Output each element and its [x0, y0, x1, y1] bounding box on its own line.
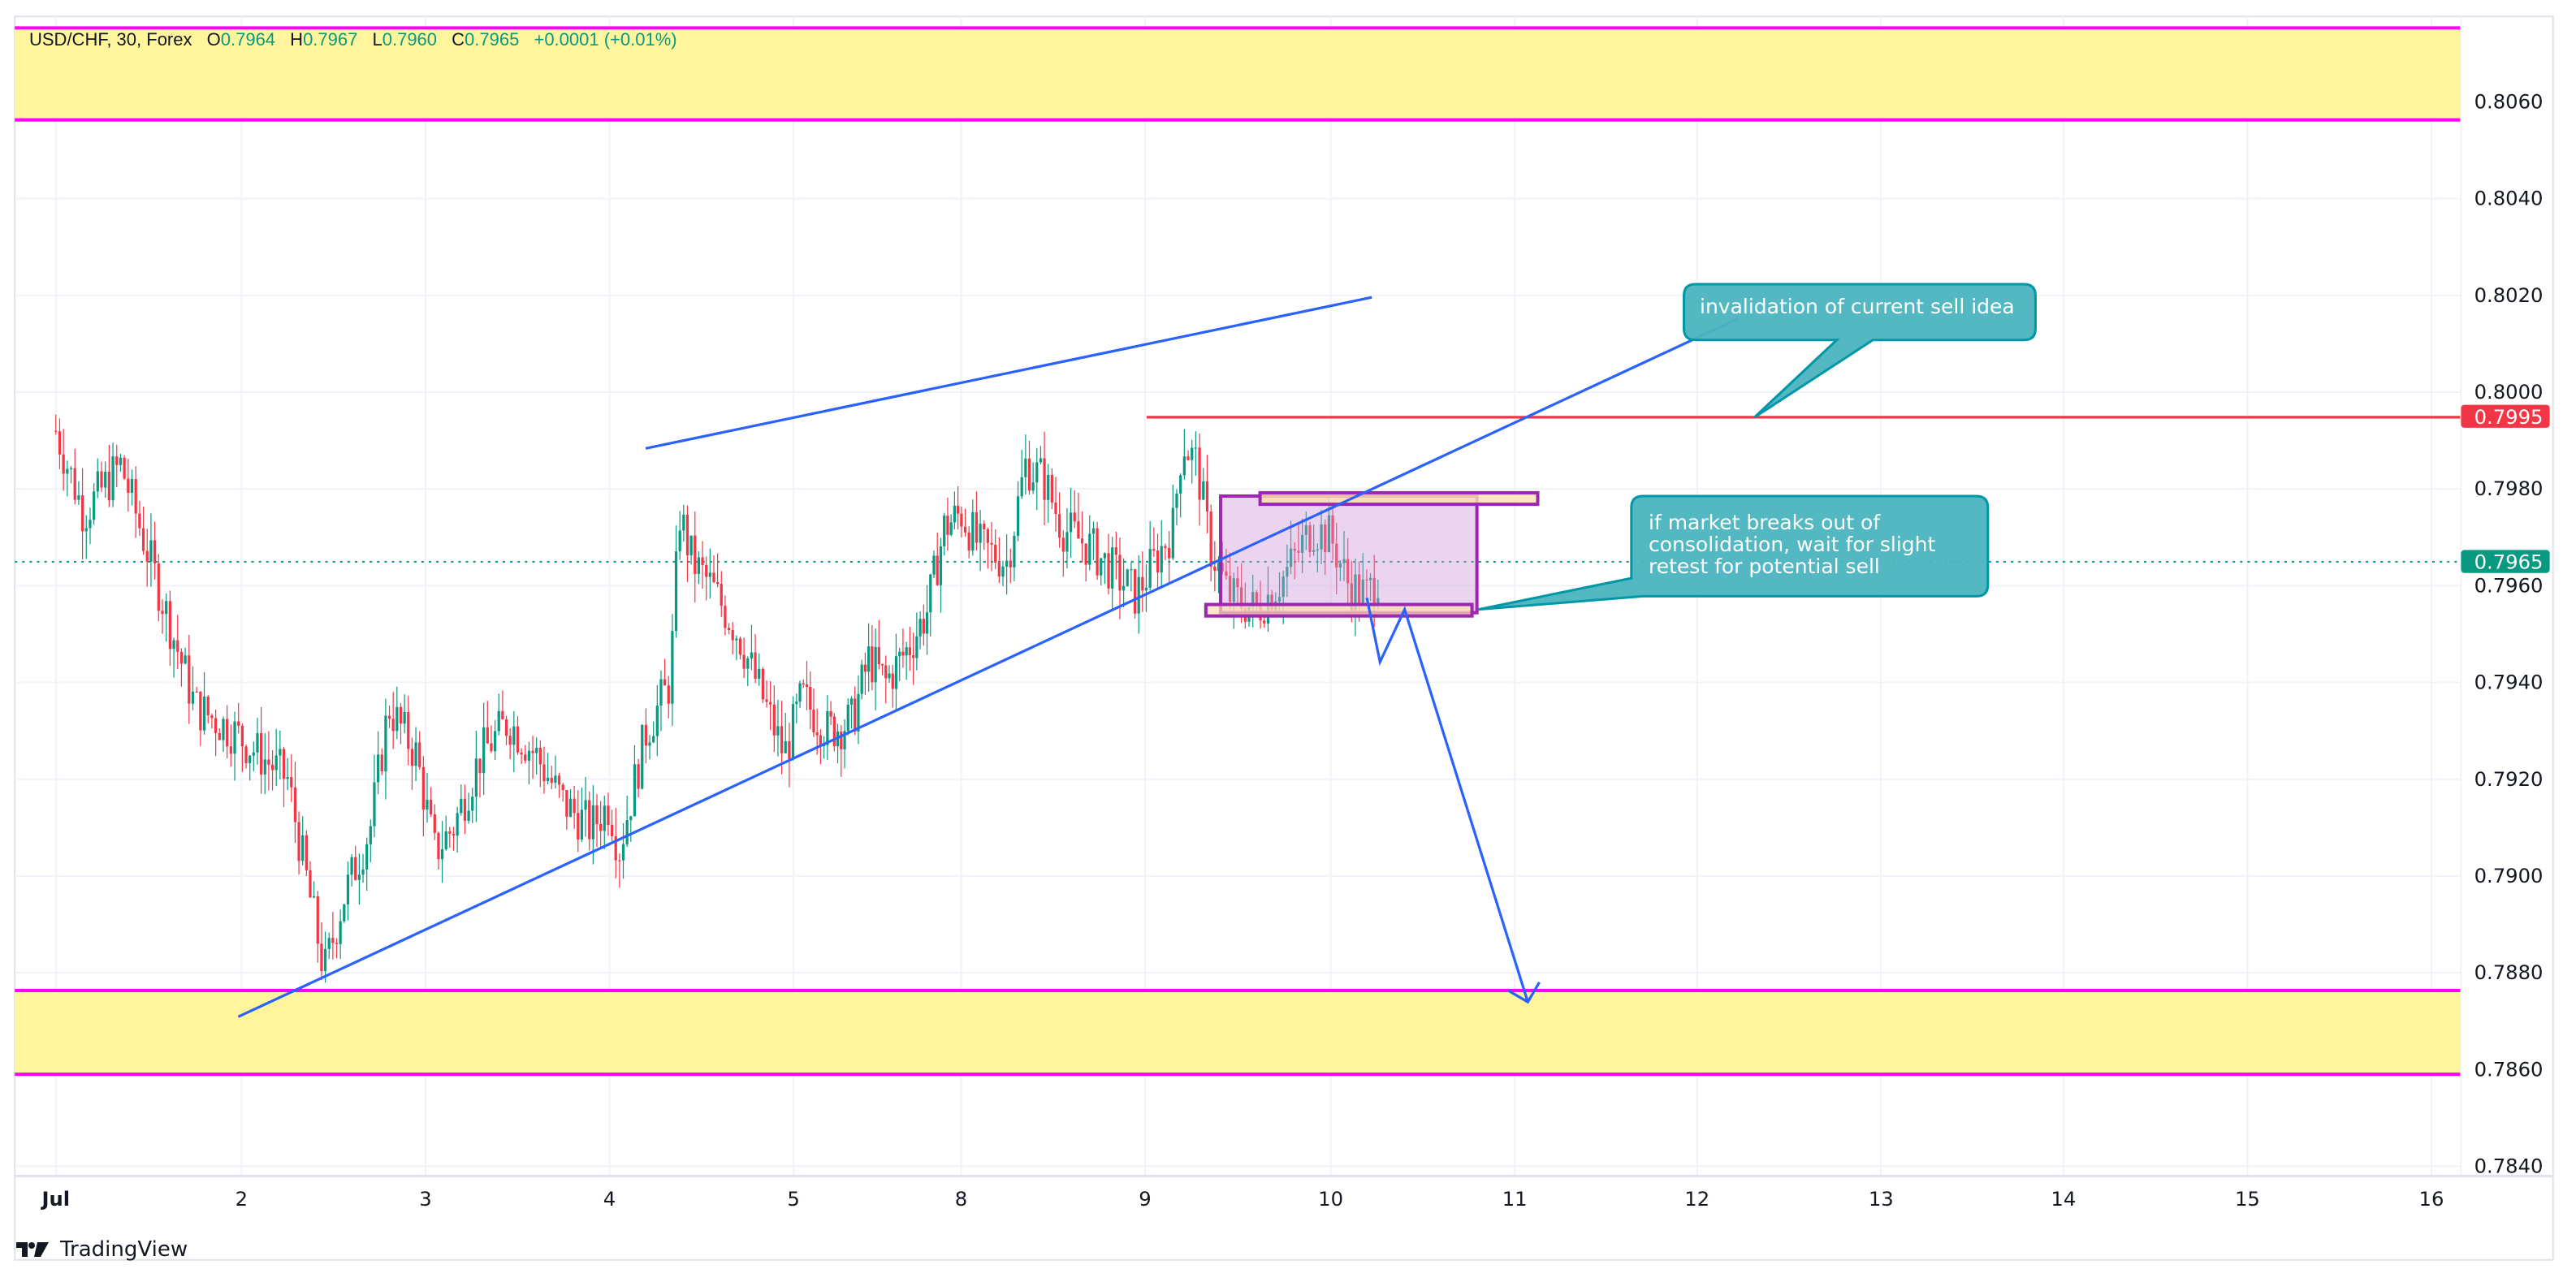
callout-invalidation[interactable]	[1683, 283, 2037, 419]
time-tick-label: 8	[955, 1187, 967, 1211]
consolidation-box[interactable]	[1219, 494, 1479, 615]
time-tick-label: 12	[1684, 1187, 1709, 1211]
time-tick-label: 9	[1139, 1187, 1151, 1211]
time-tick-label: 2	[236, 1187, 248, 1211]
low-value: 0.7960	[382, 29, 438, 50]
price-badges: 0.7995 0.7965	[2461, 404, 2550, 574]
price-tick-label: 0.7960	[2474, 573, 2544, 597]
callout-invalidation-text: invalidation of current sell idea	[1700, 295, 2015, 318]
price-badge: 0.7965	[2474, 550, 2544, 574]
range-top-band[interactable]	[1258, 490, 1540, 507]
time-tick-label: 16	[2419, 1187, 2444, 1211]
time-tick-label: 11	[1502, 1187, 1528, 1211]
close-label: C	[452, 29, 465, 50]
arrow-head-icon	[1507, 982, 1541, 1004]
time-tick-label: 3	[419, 1187, 431, 1211]
time-tick-label: 5	[787, 1187, 799, 1211]
price-tick-label: 0.8020	[2474, 283, 2544, 307]
supply-zone[interactable]	[15, 28, 2461, 120]
high-value: 0.7967	[303, 29, 358, 50]
time-tick-label: 15	[2235, 1187, 2260, 1211]
demand-zone[interactable]	[15, 990, 2461, 1075]
price-tick-label: 0.7840	[2474, 1155, 2544, 1178]
callout-line-2: consolidation, wait for slight	[1649, 533, 1936, 556]
price-tick-label: 0.7880	[2474, 960, 2544, 984]
time-tick-label: 14	[2051, 1187, 2076, 1211]
tradingview-branding[interactable]: TradingView	[16, 1237, 188, 1262]
time-tick-label: 10	[1318, 1187, 1343, 1211]
price-axis[interactable]: 0.80600.80400.80200.80000.79800.79600.79…	[2474, 90, 2544, 1178]
price-badge: 0.7995	[2474, 405, 2544, 429]
price-tick-label: 0.7940	[2474, 671, 2544, 694]
price-tick-label: 0.8000	[2474, 380, 2544, 404]
high-label: H	[290, 29, 304, 50]
open-value: 0.7964	[220, 29, 276, 50]
range-bottom-band[interactable]	[1204, 602, 1474, 618]
callout-line-3: retest for potential sell	[1649, 555, 1880, 578]
ascending-trendline[interactable]	[237, 317, 1739, 1018]
price-tick-label: 0.8040	[2474, 187, 2544, 210]
callout-breakout-text: if market breaks out of consolidation, w…	[1649, 512, 1935, 577]
price-tick-label: 0.7900	[2474, 864, 2544, 887]
close-value: 0.7965	[465, 29, 520, 50]
time-tick-label: 4	[603, 1187, 616, 1211]
symbol-legend: USD/CHF, 30, Forex O0.7964 H0.7967 L0.79…	[29, 29, 677, 50]
callout-breakout-retest[interactable]	[1478, 494, 1990, 611]
candlestick-series	[54, 414, 1380, 983]
time-axis[interactable]: Jul 2 3 4 5 8 9 10 11 12 13 14 15 16	[40, 1187, 2444, 1211]
callout-line-1: if market breaks out of	[1649, 511, 1881, 534]
price-tick-label: 0.7920	[2474, 767, 2544, 791]
open-label: O	[206, 29, 221, 50]
time-tick-label: 13	[1869, 1187, 1894, 1211]
tradingview-logo-icon	[16, 1242, 49, 1257]
upper-channel-line[interactable]	[645, 296, 1372, 450]
time-tick-label: Jul	[40, 1187, 70, 1211]
change-value: +0.0001 (+0.01%)	[534, 29, 677, 50]
tradingview-wordmark: TradingView	[60, 1237, 188, 1262]
low-label: L	[372, 29, 383, 50]
price-tick-label: 0.7980	[2474, 477, 2544, 500]
symbol-title[interactable]: USD/CHF, 30, Forex	[29, 29, 192, 50]
price-tick-label: 0.8060	[2474, 90, 2544, 114]
projection-path[interactable]	[1365, 598, 1529, 1003]
price-tick-label: 0.7860	[2474, 1057, 2544, 1081]
